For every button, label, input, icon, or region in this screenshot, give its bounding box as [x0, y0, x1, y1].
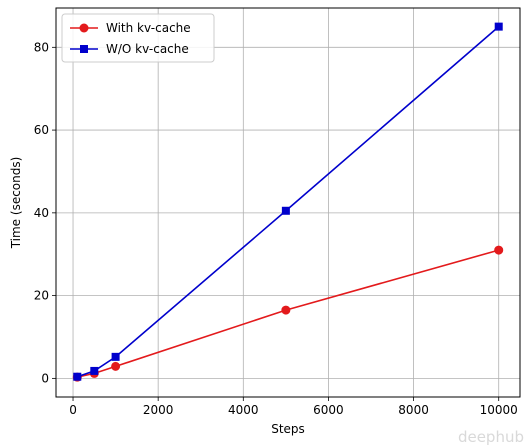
square-marker	[90, 366, 99, 375]
square-marker	[80, 45, 88, 53]
legend-entry: With kv-cache	[106, 21, 191, 35]
legend: With kv-cache W/O kv-cache	[61, 13, 215, 63]
watermark: deephub	[457, 428, 524, 446]
x-tick-label: 6000	[313, 403, 344, 417]
x-tick-label: 8000	[398, 403, 429, 417]
grid-lines	[56, 8, 520, 397]
y-axis-label: Time (seconds)	[9, 157, 23, 250]
x-axis-label: Steps	[271, 422, 305, 436]
square-marker	[111, 352, 120, 361]
x-tick-label: 2000	[143, 403, 174, 417]
plot-frame	[55, 7, 521, 398]
x-tick-label: 4000	[228, 403, 259, 417]
series	[73, 22, 503, 381]
circle-marker	[494, 245, 504, 255]
series-group	[72, 22, 504, 382]
legend-entry: W/O kv-cache	[106, 42, 189, 56]
y-tick-label: 0	[41, 371, 49, 385]
axis-ticks: 0 2000 4000 6000 8000 10000 0 20 40 60 80	[34, 40, 518, 417]
square-marker	[281, 206, 290, 215]
series	[72, 245, 504, 382]
y-tick-label: 60	[34, 123, 49, 137]
y-tick-label: 40	[34, 206, 49, 220]
square-marker	[73, 372, 82, 381]
circle-marker	[281, 305, 291, 315]
y-tick-label: 80	[34, 40, 49, 54]
series-line	[77, 26, 500, 378]
y-tick-label: 20	[34, 289, 49, 303]
legend-box	[61, 13, 215, 63]
circle-marker	[79, 23, 89, 33]
circle-marker	[111, 361, 121, 371]
x-tick-label: 10000	[480, 403, 518, 417]
square-marker	[494, 22, 503, 31]
x-tick-label: 0	[69, 403, 77, 417]
